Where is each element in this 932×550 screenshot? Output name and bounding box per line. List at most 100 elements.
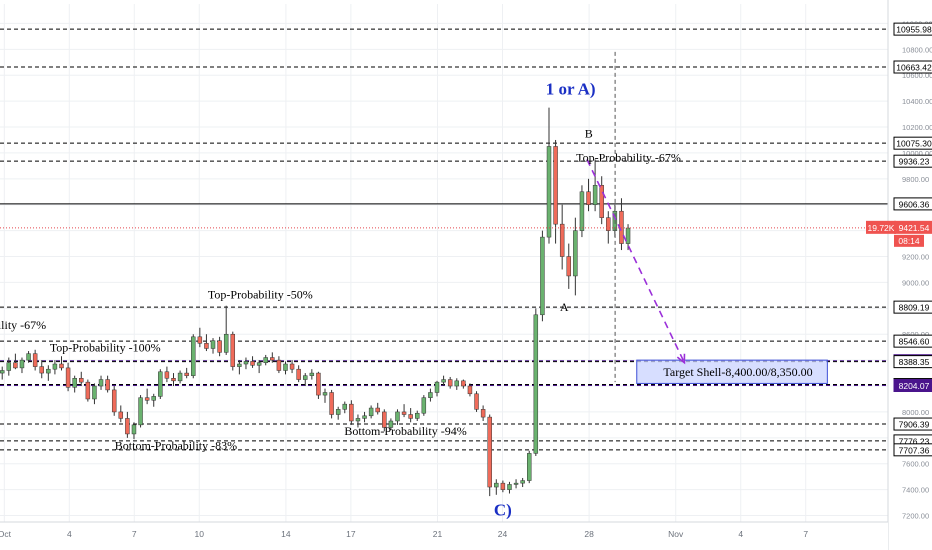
forecast-arrow-line [586,159,686,364]
candle-body [480,409,486,418]
time-tick-label: 7 [803,529,808,539]
candle-body [579,191,585,231]
candle-body [586,191,591,205]
candle-body [540,236,545,316]
candle-body [474,393,479,410]
price-tick-label: 9800.00 [902,175,929,184]
level-price-tag-text: 9606.36 [899,199,930,209]
candle-body [559,223,565,257]
candle-body [322,392,328,396]
candle-body [388,420,394,428]
level-price-tag-box [893,136,932,150]
candle-body [355,418,361,422]
level-price-tag: 7906.39 [893,417,932,431]
annotation-label: A [560,300,569,314]
annotation-label: Bottom-Probability -83% [115,438,237,452]
candle-body [309,372,315,376]
drawing-overlays [0,51,888,383]
candle-body [191,336,196,376]
time-tick-label: 24 [498,529,508,539]
candle-body [434,381,440,393]
candle-body [487,416,492,488]
candle-body [46,368,51,374]
candle-body [0,370,5,374]
time-tick-label: 17 [346,529,356,539]
annotation-label: Top-Probability -67% [576,150,681,164]
level-price-tag-text: 10075.30 [896,139,932,149]
candle-body [6,362,12,371]
price-tick-label: 10000.00 [902,149,932,158]
candle-body [217,340,222,353]
annotation-label: Top-Probability -50% [208,288,313,302]
candle-body [362,415,367,419]
candle-body [573,230,578,277]
candle-body [461,380,466,387]
candle-body [52,363,58,370]
level-price-tag: 10075.30 [893,136,932,150]
level-price-tag: 8388.35 [893,355,932,369]
candle-body [151,396,156,401]
annotation-label: 1 or A) [546,80,596,99]
candle-body [625,227,631,244]
candle-body [210,340,216,349]
level-price-tag-text: 7776.23 [899,436,930,446]
candle-body [316,372,321,396]
target-zone-box[interactable] [636,359,828,384]
candle-body [500,482,506,490]
candle-body [125,418,130,435]
price-axis[interactable]: 7200.007400.007600.007800.008000.008200.… [866,0,932,550]
price-tick-label: 9000.00 [902,278,929,287]
candle-body [243,361,249,365]
price-tick-label: 10600.00 [902,71,932,80]
price-tick-label: 8000.00 [902,408,929,417]
time-tick-label: 4 [67,529,72,539]
level-price-tag-text: 7707.36 [899,445,930,455]
candle-body [421,397,427,414]
level-price-tag-box [893,378,932,392]
candle-body [118,411,124,419]
candle-body [494,482,499,488]
candle-body [382,411,387,428]
volume-tag-box [866,220,896,234]
candle-body [599,185,604,218]
candle-body [250,361,255,366]
annotation-label: ility -67% [0,318,46,332]
candle-body [276,359,282,371]
target-zone[interactable]: Target Shell-8,400.00/8,350.00 [636,359,828,384]
candle-body [256,362,262,366]
time-tick-label: 10 [195,529,205,539]
level-price-tag-box [893,417,932,431]
target-zone-label: Target Shell-8,400.00/8,350.00 [663,365,812,379]
level-price-tag-text: 8204.07 [899,381,930,391]
candle-body [223,333,229,353]
annotation-label: Top-Probability -100% [50,341,161,355]
candle-body [32,353,38,367]
level-price-tag: 10663.42 [893,60,932,74]
level-price-tag: 7707.36 [893,443,932,457]
level-price-tag: 8809.19 [893,300,932,314]
time-tick-label: 4 [738,529,743,539]
candle-body [184,372,189,376]
time-axis-bg [0,522,888,550]
price-tick-label: 10800.00 [902,45,932,54]
candle-body [533,314,539,454]
candle-body [204,343,209,349]
candle-body [144,397,150,401]
time-axis[interactable]: Oct 4 7 10 14 17 21 24 28 Nov 4 7 [0,521,888,550]
timer-tag-box [894,234,924,247]
candle-body [197,336,203,344]
candle-body [520,480,525,484]
candle-body [441,379,446,383]
candlesticks [0,107,631,497]
time-tick-label: 14 [281,529,291,539]
candle-body [606,217,611,231]
current-price-tag-text: 9421.54 [899,223,930,233]
candle-body [59,363,64,369]
candle-body [177,372,183,382]
price-axis-bg [888,0,932,550]
level-price-tag-text: 10663.42 [896,63,932,73]
level-price-tag-text: 8546.60 [899,337,930,347]
candle-body [303,375,308,380]
annotation-label: B [585,126,593,140]
